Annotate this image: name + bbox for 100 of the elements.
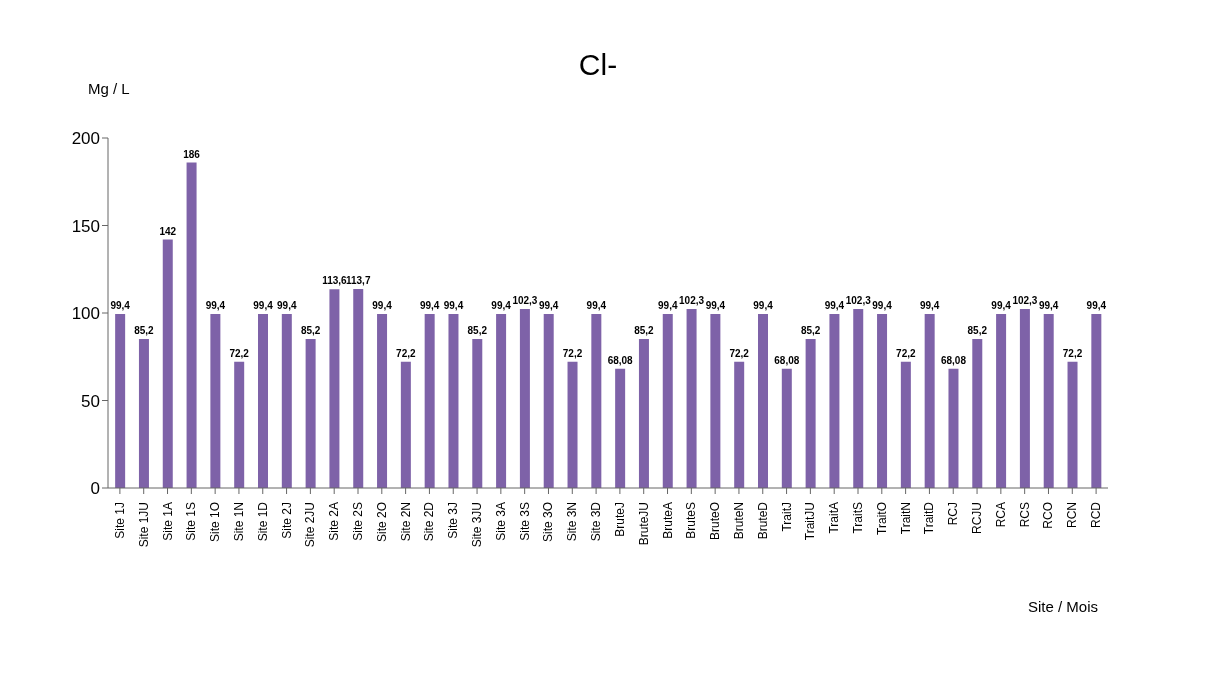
bar: [1091, 314, 1102, 488]
bar: [496, 314, 507, 488]
data-label: 99,4: [991, 300, 1012, 312]
data-label: 99,4: [872, 300, 893, 312]
data-label: 99,4: [110, 300, 131, 312]
x-tick-label: BruteD: [755, 501, 770, 540]
x-tick-label: RCD: [1089, 501, 1104, 528]
data-label: 186: [183, 148, 201, 160]
x-tick-label: Site 1JU: [136, 502, 151, 548]
chart-title: Cl-: [578, 48, 618, 81]
data-label: 68,08: [940, 354, 967, 366]
x-tick-label: Site 1S: [184, 502, 199, 541]
data-label: 99,4: [253, 300, 274, 312]
data-label: 85,2: [800, 324, 821, 336]
bar: [424, 314, 435, 488]
bar: [186, 162, 197, 488]
x-tick-label: Site 3S: [517, 502, 532, 541]
bar: [162, 239, 173, 488]
bar: [615, 368, 626, 488]
bar: [734, 361, 745, 488]
data-label: 99,4: [919, 300, 940, 312]
bar: [638, 338, 649, 488]
data-label: 99,4: [443, 300, 464, 312]
bar: [591, 314, 602, 488]
bar: [924, 314, 935, 488]
data-label: 72,2: [729, 347, 750, 359]
data-label: 85,2: [134, 324, 155, 336]
data-label: 99,4: [538, 300, 559, 312]
data-label: 113,6: [322, 275, 348, 287]
x-tick-label: Site 3D: [589, 501, 604, 542]
data-label: 99,4: [1086, 300, 1107, 312]
data-label: 72,2: [1062, 347, 1083, 359]
bar: [543, 314, 554, 488]
x-tick-label: BruteS: [684, 502, 699, 539]
bar: [472, 338, 483, 488]
x-tick-label: TraitJ: [779, 502, 794, 532]
data-label: 99,4: [372, 300, 393, 312]
bar: [853, 308, 864, 488]
x-tick-label: Site 3O: [541, 502, 556, 543]
x-tick-label: TraitD: [922, 501, 937, 535]
x-tick-label: BruteO: [708, 502, 723, 541]
bar: [1043, 314, 1054, 488]
x-tick-label: RCO: [1041, 502, 1056, 529]
data-label: 85,2: [467, 324, 488, 336]
bar: [329, 289, 340, 488]
x-tick-label: TraitA: [827, 502, 842, 534]
data-label: 99,4: [586, 300, 607, 312]
x-tick-label: RCN: [1065, 502, 1080, 528]
x-tick-label: RCJ: [946, 502, 961, 526]
x-tick-label: Site 3J: [446, 502, 461, 539]
x-tick-label: RCA: [993, 502, 1008, 528]
bar: [1067, 361, 1078, 488]
x-tick-label: BruteA: [660, 502, 675, 539]
data-label: 102,3: [845, 294, 872, 306]
x-tick-label: Site 3JU: [470, 502, 485, 548]
data-label: 99,4: [205, 300, 226, 312]
x-tick-label: TraitN: [898, 502, 913, 535]
bar: [353, 289, 364, 488]
bar: [234, 361, 245, 488]
x-tick-label: Site 2J: [279, 502, 294, 539]
data-label: 68,08: [607, 354, 634, 366]
data-label: 99,4: [491, 300, 512, 312]
data-label: 99,4: [658, 300, 678, 312]
x-tick-label: Site 2A: [327, 502, 342, 541]
y-tick-label: 0: [90, 479, 100, 499]
data-label: 99,4: [1038, 300, 1059, 312]
x-tick-label: Site 2S: [351, 502, 365, 541]
data-label: 99,4: [277, 300, 297, 312]
bar: [400, 361, 411, 488]
bar: [758, 314, 768, 488]
data-label: 85,2: [967, 324, 988, 336]
data-label: 99,4: [419, 300, 440, 312]
data-label: 72,2: [229, 347, 250, 359]
bar: [377, 314, 388, 488]
x-tick-label: Site 2D: [422, 501, 437, 542]
x-tick-label: RCS: [1017, 502, 1032, 528]
bar: [948, 368, 959, 488]
y-tick-label: 150: [71, 216, 100, 236]
data-label: 68,08: [774, 354, 800, 366]
bar: [996, 314, 1007, 488]
x-tick-label: BruteJ: [612, 502, 627, 537]
data-label: 102,3: [679, 294, 705, 306]
x-tick-label: Site 1D: [255, 501, 270, 542]
data-label: 85,2: [300, 324, 321, 336]
bar: [900, 361, 911, 488]
data-label: 99,4: [753, 300, 774, 312]
x-tick-label: Site 2N: [398, 502, 413, 542]
y-tick-label: 50: [81, 391, 100, 411]
bar: [115, 314, 126, 488]
data-label: 99,4: [824, 300, 845, 312]
bar: [1019, 308, 1030, 488]
bar: [210, 314, 221, 488]
x-tick-label: Site 1N: [231, 502, 246, 542]
bar: [567, 361, 578, 488]
x-tick-label: RCJU: [970, 502, 985, 534]
x-tick-label: Site 2O: [374, 502, 389, 543]
bar: [281, 314, 292, 488]
bar: [138, 338, 149, 488]
bar: [829, 314, 840, 488]
bar: [448, 314, 459, 488]
